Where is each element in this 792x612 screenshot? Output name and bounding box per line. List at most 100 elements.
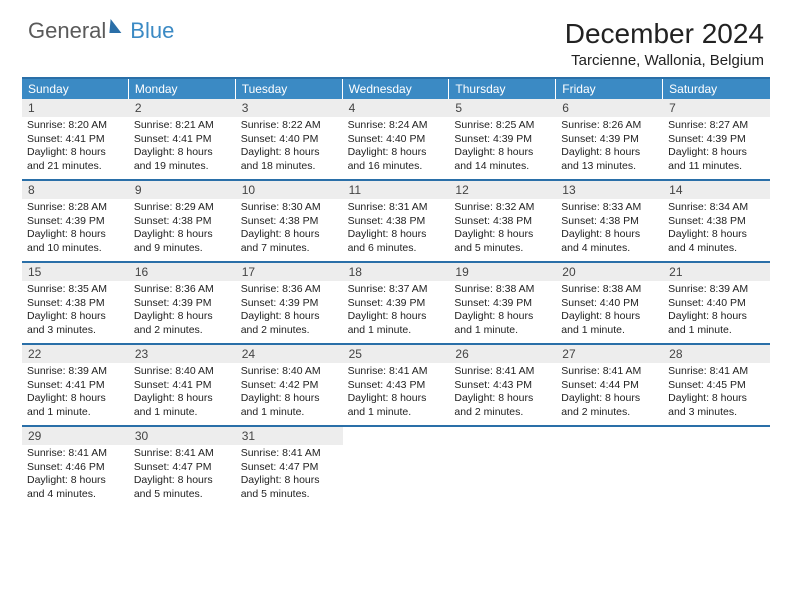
day-number: 23 [129,345,236,363]
day-line: Sunrise: 8:32 AM [454,201,551,215]
day-line: Sunrise: 8:33 AM [561,201,658,215]
day-number: 7 [663,99,770,117]
day-lines: Sunrise: 8:32 AMSunset: 4:38 PMDaylight:… [449,199,556,256]
day-line: Sunset: 4:43 PM [348,379,445,393]
day-line: Sunrise: 8:41 AM [348,365,445,379]
day-cell: 9Sunrise: 8:29 AMSunset: 4:38 PMDaylight… [129,181,236,261]
day-cell: 23Sunrise: 8:40 AMSunset: 4:41 PMDayligh… [129,345,236,425]
dow-tuesday: Tuesday [236,79,343,99]
dow-friday: Friday [556,79,663,99]
day-number: 25 [343,345,450,363]
day-line: Daylight: 8 hours [241,146,338,160]
day-line: Sunset: 4:47 PM [241,461,338,475]
day-line: Sunrise: 8:39 AM [27,365,124,379]
day-line: Sunset: 4:38 PM [134,215,231,229]
day-line: Daylight: 8 hours [134,228,231,242]
day-line: and 1 minute. [348,324,445,338]
day-cell [556,427,663,507]
month-title: December 2024 [565,18,764,50]
day-line: Sunrise: 8:29 AM [134,201,231,215]
day-line: and 1 minute. [561,324,658,338]
day-line: Sunrise: 8:40 AM [241,365,338,379]
day-line: and 2 minutes. [561,406,658,420]
dow-monday: Monday [129,79,236,99]
day-lines: Sunrise: 8:29 AMSunset: 4:38 PMDaylight:… [129,199,236,256]
week-row: 8Sunrise: 8:28 AMSunset: 4:39 PMDaylight… [22,181,770,263]
day-line: Sunrise: 8:38 AM [561,283,658,297]
day-cell: 12Sunrise: 8:32 AMSunset: 4:38 PMDayligh… [449,181,556,261]
day-line: Daylight: 8 hours [27,146,124,160]
day-cell: 21Sunrise: 8:39 AMSunset: 4:40 PMDayligh… [663,263,770,343]
day-line: Sunset: 4:43 PM [454,379,551,393]
day-number: 14 [663,181,770,199]
day-lines: Sunrise: 8:33 AMSunset: 4:38 PMDaylight:… [556,199,663,256]
day-number: 16 [129,263,236,281]
day-line: and 19 minutes. [134,160,231,174]
day-line: Sunset: 4:39 PM [134,297,231,311]
day-cell: 14Sunrise: 8:34 AMSunset: 4:38 PMDayligh… [663,181,770,261]
dow-sunday: Sunday [22,79,129,99]
day-line: Sunrise: 8:37 AM [348,283,445,297]
dow-thursday: Thursday [449,79,556,99]
logo-text-general: General [28,18,106,44]
day-number: 1 [22,99,129,117]
dow-wednesday: Wednesday [343,79,450,99]
day-line: Daylight: 8 hours [668,392,765,406]
day-line: Sunrise: 8:25 AM [454,119,551,133]
day-number: 8 [22,181,129,199]
day-line: Sunrise: 8:41 AM [27,447,124,461]
day-line: Daylight: 8 hours [561,146,658,160]
sail-icon [110,17,128,33]
day-number: 30 [129,427,236,445]
day-line: Sunrise: 8:31 AM [348,201,445,215]
day-cell: 13Sunrise: 8:33 AMSunset: 4:38 PMDayligh… [556,181,663,261]
day-cell: 16Sunrise: 8:36 AMSunset: 4:39 PMDayligh… [129,263,236,343]
day-lines: Sunrise: 8:41 AMSunset: 4:43 PMDaylight:… [449,363,556,420]
day-lines: Sunrise: 8:38 AMSunset: 4:40 PMDaylight:… [556,281,663,338]
day-line: and 5 minutes. [241,488,338,502]
day-number: 11 [343,181,450,199]
day-lines: Sunrise: 8:35 AMSunset: 4:38 PMDaylight:… [22,281,129,338]
day-cell: 7Sunrise: 8:27 AMSunset: 4:39 PMDaylight… [663,99,770,179]
header: General Blue December 2024 Tarcienne, Wa… [0,0,792,77]
day-number: 22 [22,345,129,363]
day-line: Sunset: 4:38 PM [348,215,445,229]
day-number: 26 [449,345,556,363]
day-line: and 14 minutes. [454,160,551,174]
day-line: Sunset: 4:38 PM [27,297,124,311]
day-line: and 4 minutes. [27,488,124,502]
week-row: 29Sunrise: 8:41 AMSunset: 4:46 PMDayligh… [22,427,770,507]
day-cell: 17Sunrise: 8:36 AMSunset: 4:39 PMDayligh… [236,263,343,343]
day-cell: 22Sunrise: 8:39 AMSunset: 4:41 PMDayligh… [22,345,129,425]
day-lines: Sunrise: 8:25 AMSunset: 4:39 PMDaylight:… [449,117,556,174]
day-cell: 3Sunrise: 8:22 AMSunset: 4:40 PMDaylight… [236,99,343,179]
day-cell: 8Sunrise: 8:28 AMSunset: 4:39 PMDaylight… [22,181,129,261]
day-number: 29 [22,427,129,445]
day-cell: 6Sunrise: 8:26 AMSunset: 4:39 PMDaylight… [556,99,663,179]
day-line: Sunrise: 8:41 AM [241,447,338,461]
day-line: Sunset: 4:44 PM [561,379,658,393]
day-number: 9 [129,181,236,199]
day-line: Sunrise: 8:22 AM [241,119,338,133]
day-line: Sunrise: 8:40 AM [134,365,231,379]
day-line: Daylight: 8 hours [241,310,338,324]
day-line: Daylight: 8 hours [27,310,124,324]
title-block: December 2024 Tarcienne, Wallonia, Belgi… [565,18,764,69]
day-line: Daylight: 8 hours [241,228,338,242]
day-cell: 5Sunrise: 8:25 AMSunset: 4:39 PMDaylight… [449,99,556,179]
day-cell: 18Sunrise: 8:37 AMSunset: 4:39 PMDayligh… [343,263,450,343]
day-lines: Sunrise: 8:30 AMSunset: 4:38 PMDaylight:… [236,199,343,256]
day-cell: 25Sunrise: 8:41 AMSunset: 4:43 PMDayligh… [343,345,450,425]
day-lines: Sunrise: 8:40 AMSunset: 4:41 PMDaylight:… [129,363,236,420]
day-line: Daylight: 8 hours [668,146,765,160]
day-lines: Sunrise: 8:41 AMSunset: 4:47 PMDaylight:… [129,445,236,502]
day-line: Sunset: 4:38 PM [561,215,658,229]
day-line: Daylight: 8 hours [561,228,658,242]
day-line: Daylight: 8 hours [561,392,658,406]
location: Tarcienne, Wallonia, Belgium [565,52,764,69]
day-line: Daylight: 8 hours [668,228,765,242]
week-row: 22Sunrise: 8:39 AMSunset: 4:41 PMDayligh… [22,345,770,427]
day-cell: 24Sunrise: 8:40 AMSunset: 4:42 PMDayligh… [236,345,343,425]
day-number: 4 [343,99,450,117]
day-lines: Sunrise: 8:34 AMSunset: 4:38 PMDaylight:… [663,199,770,256]
